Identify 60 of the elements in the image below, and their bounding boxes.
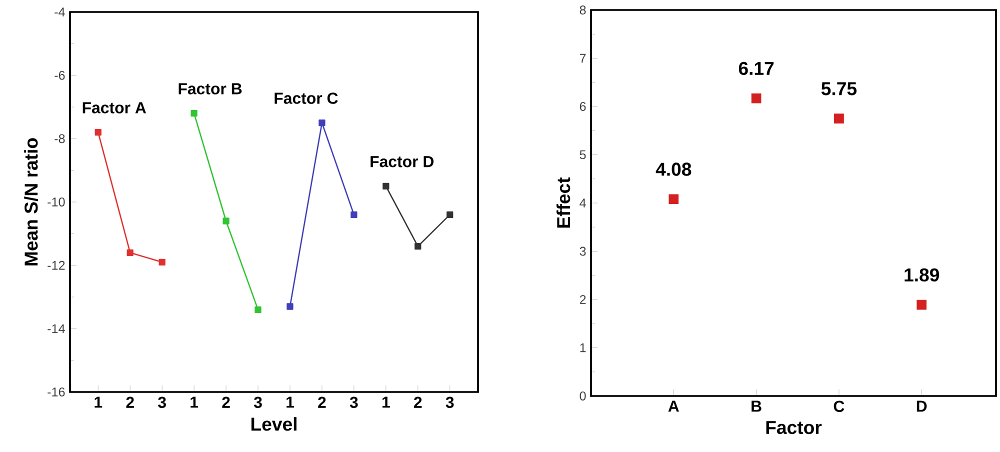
point xyxy=(158,258,166,266)
y-tick-label: 2 xyxy=(580,295,586,304)
y-axis-title: Effect xyxy=(556,177,570,228)
series-label: Factor B xyxy=(178,83,242,94)
y-tick-label: -10 xyxy=(48,198,65,206)
x-tick-label: A xyxy=(668,400,679,412)
series-label: Factor C xyxy=(274,92,338,104)
point xyxy=(254,306,262,313)
point xyxy=(126,249,134,256)
y-tick-label: -14 xyxy=(48,324,65,334)
x-tick-label: 2 xyxy=(126,396,134,408)
y-tick-label: 5 xyxy=(580,150,586,160)
point xyxy=(668,194,679,204)
point xyxy=(318,120,326,126)
y-axis-title: Mean S/N ratio xyxy=(24,138,38,266)
point xyxy=(190,110,198,117)
x-tick-label: 3 xyxy=(158,396,166,408)
point xyxy=(382,182,390,190)
y-tick-label: 7 xyxy=(580,54,586,63)
x-tick-label: D xyxy=(916,400,927,412)
y-tick-label: -8 xyxy=(54,134,65,144)
y-tick-label: 6 xyxy=(580,102,586,111)
point xyxy=(222,218,230,224)
x-tick-label: 2 xyxy=(222,396,230,408)
x-tick-label: 1 xyxy=(382,396,390,408)
point xyxy=(414,243,422,250)
y-tick-label: -12 xyxy=(48,260,65,270)
x-tick-label: 2 xyxy=(318,396,326,408)
point xyxy=(286,303,294,310)
x-tick-label: 3 xyxy=(446,396,454,408)
x-tick-label: 3 xyxy=(254,396,262,408)
x-tick-label: 3 xyxy=(350,396,358,408)
x-tick-label: 1 xyxy=(286,396,294,408)
y-tick-label: 1 xyxy=(580,343,586,352)
point xyxy=(834,114,844,124)
x-tick-label: 1 xyxy=(190,396,198,408)
y-tick-label: -6 xyxy=(54,70,65,80)
y-tick-label: 4 xyxy=(580,198,586,208)
x-tick-label: C xyxy=(834,400,844,412)
y-tick-label: 8 xyxy=(580,6,586,14)
y-tick-label: -4 xyxy=(54,8,65,16)
x-tick-label: 1 xyxy=(94,396,102,408)
y-tick-label: -16 xyxy=(48,388,65,396)
data-label: 1.89 xyxy=(904,268,940,282)
x-tick-label: B xyxy=(752,400,762,412)
series-label: Factor A xyxy=(82,102,146,114)
y-tick-label: 3 xyxy=(580,246,586,256)
point xyxy=(350,211,358,218)
data-label: 4.08 xyxy=(656,162,692,176)
x-axis-title: Factor xyxy=(766,421,822,434)
y-tick-label: 0 xyxy=(580,392,586,400)
x-axis-title: Level xyxy=(251,417,296,431)
point xyxy=(446,211,454,218)
data-label: 6.17 xyxy=(738,62,774,76)
x-tick-label: 2 xyxy=(414,396,422,408)
series-label: Factor D xyxy=(370,156,434,168)
point xyxy=(94,129,102,136)
point xyxy=(916,300,927,310)
point xyxy=(751,93,762,104)
data-label: 5.75 xyxy=(821,82,857,96)
